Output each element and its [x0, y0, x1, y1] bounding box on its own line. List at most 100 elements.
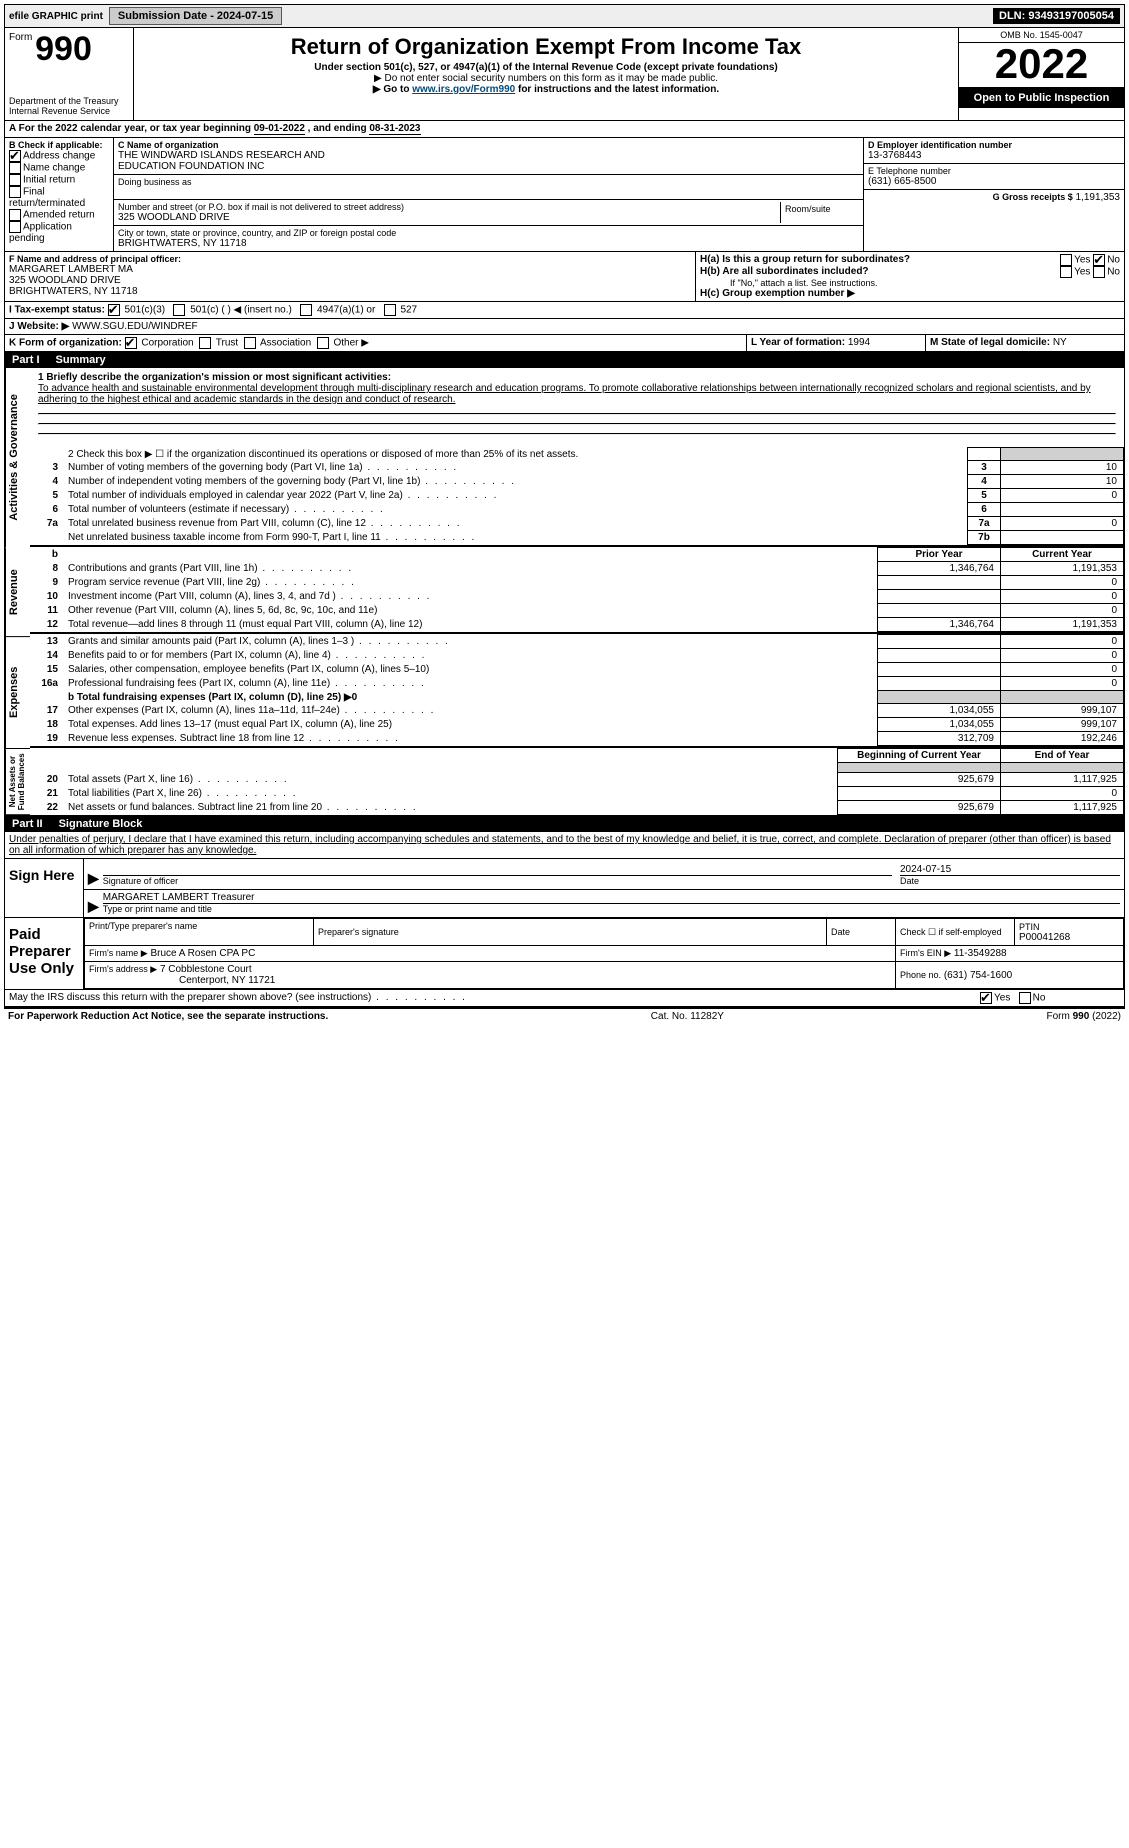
vlabel-revenue: Revenue [5, 548, 30, 637]
h-b-yes[interactable] [1060, 266, 1072, 278]
ein-value: 13-3768443 [868, 150, 1120, 161]
box-d-label: D Employer identification number [868, 140, 1120, 150]
check-501c3[interactable] [108, 304, 120, 316]
org-name-1: THE WINDWARD ISLANDS RESEARCH AND [118, 150, 859, 161]
sign-here-block: Sign Here ▶ Signature of officer 2024-07… [4, 859, 1125, 918]
submission-date-button[interactable]: Submission Date - 2024-07-15 [109, 7, 282, 25]
prep-name-label: Print/Type preparer's name [89, 921, 309, 931]
dba-label: Doing business as [114, 175, 863, 200]
check-trust[interactable] [199, 337, 211, 349]
tax-year: 2022 [959, 43, 1124, 88]
table-row: 11Other revenue (Part VIII, column (A), … [30, 604, 1124, 618]
right-info: D Employer identification number 13-3768… [863, 138, 1124, 251]
part-2-num: Part II [12, 818, 43, 830]
check-name-change[interactable] [9, 162, 21, 174]
h-a-yes[interactable] [1060, 254, 1072, 266]
h-b-no[interactable] [1093, 266, 1105, 278]
check-final-return[interactable] [9, 186, 21, 198]
room-label: Room/suite [781, 202, 859, 223]
arrow-icon: ▶ [88, 870, 99, 887]
footer-mid: Cat. No. 11282Y [651, 1011, 724, 1022]
goto-note: ▶ Go to www.irs.gov/Form990 for instruct… [142, 84, 950, 95]
check-other[interactable] [317, 337, 329, 349]
check-527[interactable] [384, 304, 396, 316]
prior-year-header: Prior Year [878, 548, 1001, 562]
table-row: 14Benefits paid to or for members (Part … [30, 649, 1124, 663]
table-row: 15Salaries, other compensation, employee… [30, 663, 1124, 677]
part-1-header: Part I Summary [4, 352, 1125, 368]
table-row: 10Investment income (Part VIII, column (… [30, 590, 1124, 604]
opt-initial-return: Initial return [23, 175, 75, 186]
vlabel-expenses: Expenses [5, 637, 30, 749]
ssn-note: ▶ Do not enter social security numbers o… [142, 73, 950, 84]
perjury-declaration: Under penalties of perjury, I declare th… [4, 832, 1125, 859]
footer-left: For Paperwork Reduction Act Notice, see … [8, 1011, 328, 1022]
discuss-no[interactable] [1019, 992, 1031, 1004]
ptin-label: PTIN [1019, 922, 1119, 932]
box-i-label: I Tax-exempt status: [9, 305, 105, 316]
h-a-yes-label: Yes [1074, 255, 1090, 266]
table-row: 20Total assets (Part X, line 16)925,6791… [30, 773, 1124, 787]
check-501c[interactable] [173, 304, 185, 316]
table-row: 19Revenue less expenses. Subtract line 1… [30, 732, 1124, 746]
discuss-row: May the IRS discuss this return with the… [4, 990, 1125, 1007]
h-a-no[interactable] [1093, 254, 1105, 266]
goto-suffix: for instructions and the latest informat… [515, 84, 719, 95]
check-application-pending[interactable] [9, 221, 21, 233]
opt-527: 527 [400, 305, 417, 316]
check-4947[interactable] [300, 304, 312, 316]
box-g-label: G Gross receipts $ [993, 192, 1073, 202]
firm-addr-label: Firm's address ▶ [89, 964, 157, 974]
expense-table: 13Grants and similar amounts paid (Part … [30, 634, 1124, 746]
check-corp[interactable] [125, 337, 137, 349]
opt-amended-return: Amended return [23, 210, 95, 221]
check-address-change[interactable] [9, 150, 21, 162]
prep-date-label: Date [831, 927, 891, 937]
org-info-block: B Check if applicable: Address change Na… [4, 138, 1125, 252]
line-a: A For the 2022 calendar year, or tax yea… [5, 121, 1124, 137]
irs-link[interactable]: www.irs.gov/Form990 [412, 84, 515, 95]
prep-phone-label: Phone no. [900, 970, 941, 980]
sig-date-label: Date [900, 876, 919, 886]
box-b-label: B Check if applicable: [9, 140, 109, 150]
street-label: Number and street (or P.O. box if mail i… [118, 202, 780, 212]
paid-preparer-label: Paid Preparer Use Only [5, 918, 84, 989]
opt-trust: Trust [216, 338, 238, 349]
ptin-value: P00041268 [1019, 932, 1119, 943]
part-1-title: Summary [56, 354, 106, 366]
line-a-mid: , and ending [308, 123, 370, 134]
type-name-label: Type or print name and title [103, 904, 212, 914]
box-m-label: M State of legal domicile: [930, 337, 1050, 348]
h-b-yes-label: Yes [1074, 267, 1090, 278]
check-initial-return[interactable] [9, 174, 21, 186]
officer-addr1: 325 WOODLAND DRIVE [9, 275, 691, 286]
footer: For Paperwork Reduction Act Notice, see … [4, 1009, 1125, 1024]
table-row: 21Total liabilities (Part X, line 26)0 [30, 787, 1124, 801]
line2: 2 Check this box ▶ ☐ if the organization… [64, 448, 968, 461]
preparer-table: Print/Type preparer's name Preparer's si… [84, 918, 1124, 989]
discuss-no-label: No [1033, 993, 1046, 1004]
officer-group-row: F Name and address of principal officer:… [4, 252, 1125, 302]
box-f-label: F Name and address of principal officer: [9, 254, 691, 264]
opt-name-change: Name change [23, 163, 85, 174]
table-row: 16aProfessional fundraising fees (Part I… [30, 677, 1124, 691]
vlabel-netassets: Net Assets or Fund Balances [5, 749, 30, 815]
box-l-label: L Year of formation: [751, 337, 845, 348]
dept-irs: Internal Revenue Service [9, 106, 129, 116]
table-row: 13Grants and similar amounts paid (Part … [30, 635, 1124, 649]
current-year-header: Current Year [1001, 548, 1124, 562]
city-value: BRIGHTWATERS, NY 11718 [118, 238, 859, 249]
check-amended-return[interactable] [9, 209, 21, 221]
check-assoc[interactable] [244, 337, 256, 349]
table-row: 17Other expenses (Part IX, column (A), l… [30, 704, 1124, 718]
box-j-label: J Website: ▶ [9, 321, 69, 332]
prep-check-label: Check ☐ if self-employed [896, 919, 1015, 946]
discuss-yes[interactable] [980, 992, 992, 1004]
h-a-no-label: No [1107, 255, 1120, 266]
table-row: Net unrelated business taxable income fr… [30, 531, 1124, 545]
opt-4947: 4947(a)(1) or [317, 305, 375, 316]
gross-receipts: 1,191,353 [1076, 192, 1121, 203]
dept-treasury: Department of the Treasury [9, 96, 129, 106]
prep-phone: (631) 754-1600 [944, 970, 1012, 981]
form-subtitle: Under section 501(c), 527, or 4947(a)(1)… [142, 62, 950, 73]
